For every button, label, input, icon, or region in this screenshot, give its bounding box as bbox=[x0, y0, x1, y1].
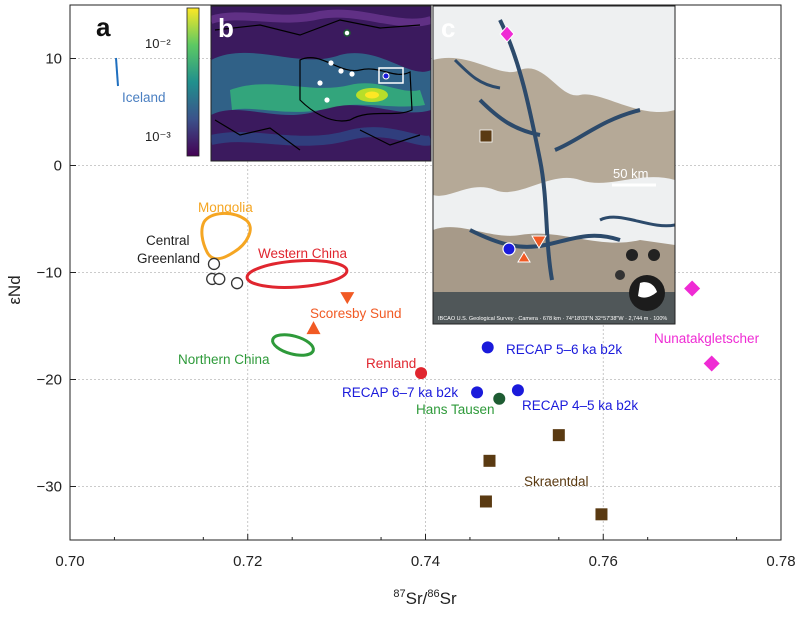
map-marker-skraentdal bbox=[479, 129, 493, 143]
point-nunatakgletscher bbox=[684, 280, 701, 297]
point-skraentdal bbox=[595, 508, 608, 521]
colorbar bbox=[186, 7, 200, 157]
colorbar-tick-high: 10⁻² bbox=[145, 36, 171, 51]
y-tick-label: −30 bbox=[37, 479, 62, 496]
point-skraentdal bbox=[483, 454, 496, 467]
y-axis-label: εNd bbox=[5, 275, 24, 304]
x-tick-label: 0.78 bbox=[766, 553, 795, 570]
panel-label-c: c bbox=[441, 13, 455, 43]
x-axis-label-sup1: 87 bbox=[393, 588, 405, 600]
map-marker-scoresby-1 bbox=[531, 235, 547, 249]
label-western-china: Western China bbox=[258, 246, 348, 261]
map-marker-scoresby-2 bbox=[517, 251, 531, 263]
y-tick-label: −20 bbox=[37, 372, 62, 389]
map-marker-nunatak bbox=[499, 25, 515, 43]
data-labels: Iceland Mongolia Central Greenland Weste… bbox=[122, 90, 760, 489]
axis-ticks: 0.70 0.72 0.74 0.76 0.78 10 0 −10 −20 −30 bbox=[37, 51, 796, 571]
y-tick-label: −10 bbox=[37, 265, 62, 282]
point-recap-6-7-ka-b2k bbox=[471, 386, 484, 399]
label-recap-4-5: RECAP 4–5 ka b2k bbox=[522, 398, 638, 413]
point-skraentdal bbox=[479, 495, 492, 508]
inset-b-map: 10⁻² 10⁻³ b bbox=[145, 5, 432, 162]
label-central-greenland-2: Greenland bbox=[137, 251, 200, 266]
label-scoresby-sund: Scoresby Sund bbox=[310, 306, 402, 321]
x-tick-label: 0.70 bbox=[55, 553, 84, 570]
map-marker-recap bbox=[502, 242, 516, 256]
region-iceland bbox=[115, 57, 119, 87]
x-tick-label: 0.72 bbox=[233, 553, 262, 570]
panel-label-a: a bbox=[96, 12, 111, 42]
label-mongolia: Mongolia bbox=[198, 200, 253, 215]
x-axis-label: 87Sr/86Sr bbox=[393, 588, 457, 608]
region-western-china bbox=[245, 259, 349, 289]
label-recap-5-6: RECAP 5–6 ka b2k bbox=[506, 342, 622, 357]
region-mongolia bbox=[200, 212, 252, 261]
label-nunatakgletscher: Nunatakgletscher bbox=[654, 331, 760, 346]
label-skraentdal: Skraentdal bbox=[524, 474, 589, 489]
point-nunatakgletscher bbox=[703, 355, 720, 372]
point-recap-4-5-ka-b2k bbox=[511, 384, 524, 397]
data-points bbox=[206, 257, 720, 521]
x-tick-label: 0.74 bbox=[411, 553, 440, 570]
point-scoresby-sund bbox=[340, 292, 355, 305]
source-regions bbox=[115, 57, 349, 357]
region-northern-china bbox=[271, 333, 315, 357]
point-central-greenland bbox=[230, 277, 244, 290]
label-hans-tausen: Hans Tausen bbox=[416, 402, 495, 417]
map-attribution: IBCAO U.S. Geological Survey · Camera · … bbox=[438, 316, 667, 322]
panel-label-b: b bbox=[218, 13, 234, 43]
y-tick-label: 10 bbox=[45, 51, 62, 68]
label-northern-china: Northern China bbox=[178, 352, 270, 367]
point-recap-5-6-ka-b2k bbox=[481, 341, 494, 354]
point-skraentdal bbox=[552, 429, 565, 442]
y-tick-label: 0 bbox=[54, 158, 62, 175]
x-axis-label-mid: Sr/ bbox=[406, 589, 428, 608]
scale-bar-label: 50 km bbox=[613, 166, 648, 181]
label-recap-6-7: RECAP 6–7 ka b2k bbox=[342, 385, 458, 400]
inset-c-map: 50 km IBCAO U.S. Geological Survey · Cam… bbox=[432, 5, 676, 325]
x-axis-label-sup2: 86 bbox=[427, 588, 439, 600]
point-hans-tausen bbox=[493, 392, 506, 405]
label-iceland: Iceland bbox=[122, 90, 166, 105]
point-scoresby-sund bbox=[306, 321, 321, 335]
point-central-greenland bbox=[213, 272, 226, 286]
x-tick-label: 0.76 bbox=[589, 553, 618, 570]
x-axis-label-main: Sr bbox=[440, 589, 457, 608]
point-central-greenland bbox=[207, 257, 221, 271]
point-renland bbox=[415, 367, 428, 380]
label-central-greenland-1: Central bbox=[146, 233, 190, 248]
colorbar-tick-low: 10⁻³ bbox=[145, 129, 171, 144]
label-renland: Renland bbox=[366, 356, 416, 371]
